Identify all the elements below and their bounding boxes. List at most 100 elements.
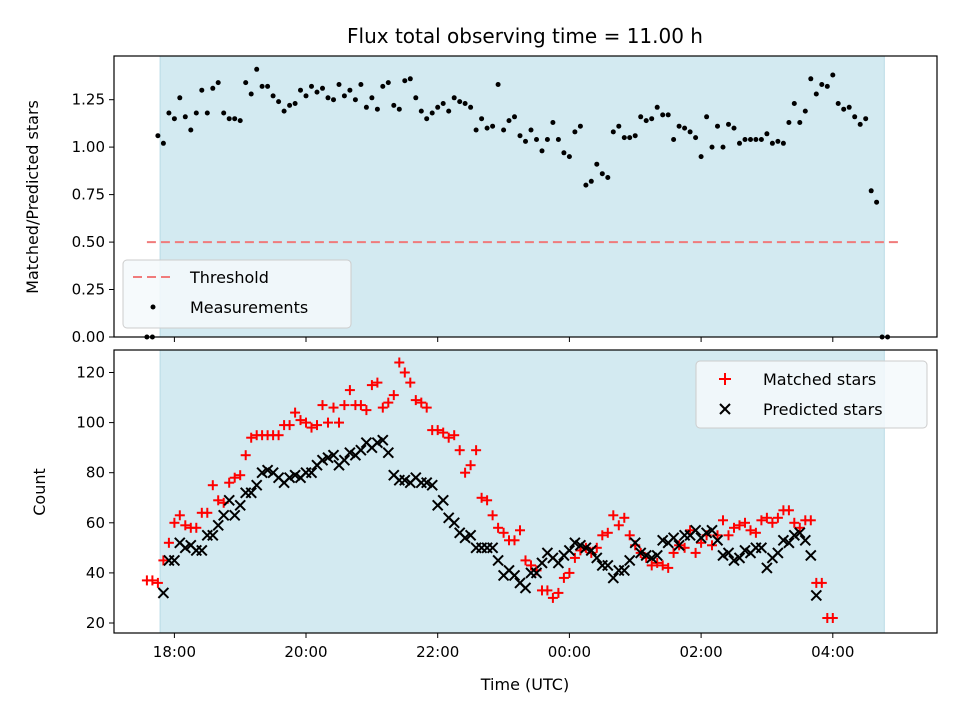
- matched-star-point: [805, 515, 816, 526]
- measurement-point: [270, 93, 276, 99]
- matched-star-point: [482, 495, 493, 506]
- matched-star-point: [696, 537, 707, 548]
- measurement-point: [188, 127, 194, 133]
- measurement-point: [638, 114, 644, 120]
- measurement-point: [495, 82, 501, 87]
- predicted-star-point: [234, 499, 246, 512]
- measurement-point: [720, 144, 726, 150]
- predicted-star-point: [157, 587, 170, 599]
- matched-star-point: [377, 402, 388, 413]
- matched-star-point: [652, 557, 663, 568]
- measurement-point: [523, 138, 528, 144]
- matched-star-point: [558, 572, 569, 583]
- matched-star-point: [619, 512, 630, 523]
- measurement-point: [687, 129, 693, 135]
- matched-star-point: [547, 592, 558, 603]
- measurement-point: [550, 120, 556, 125]
- top-legend-box: [122, 259, 352, 329]
- chart-title: Flux total observing time = 11.00 h: [347, 24, 703, 48]
- measurement-point: [440, 101, 446, 106]
- predicted-star-point: [217, 509, 230, 522]
- predicted-star-point: [629, 537, 641, 549]
- measurement-point: [726, 121, 731, 127]
- measurement-point: [512, 114, 517, 120]
- measurement-point: [331, 97, 336, 103]
- matched-star-point: [361, 405, 372, 416]
- measurement-point: [808, 76, 814, 82]
- matched-star-point: [306, 422, 317, 433]
- measurement-point: [413, 95, 419, 101]
- predicted-star-point: [673, 539, 685, 552]
- bottom-points: [141, 357, 838, 623]
- matched-star-point: [767, 517, 778, 528]
- predicted-star-point: [607, 572, 620, 584]
- predicted-star-point: [810, 589, 823, 602]
- measurement-point: [298, 87, 303, 93]
- matched-star-point: [723, 530, 734, 541]
- top-y-axis-label: Matched/Predicted stars: [23, 100, 42, 294]
- matched-star-point: [394, 357, 405, 368]
- predicted-star-point: [464, 529, 477, 542]
- predicted-star-point: [492, 554, 504, 567]
- matched-star-point: [213, 495, 224, 506]
- measurement-point: [320, 85, 325, 91]
- measurement-point: [396, 106, 402, 112]
- y-tick-label: 60: [86, 514, 105, 532]
- measurement-point: [391, 102, 397, 108]
- matched-star-point: [745, 525, 756, 536]
- measurement-point: [775, 138, 781, 144]
- measurement-point: [797, 120, 803, 125]
- matched-star-point: [202, 507, 213, 518]
- predicted-star-point: [426, 479, 438, 491]
- measurement-point: [616, 123, 622, 129]
- measurement-point: [429, 110, 435, 116]
- top-x-ticks: [173, 337, 834, 342]
- matched-star-point: [301, 417, 311, 428]
- matched-star-point: [487, 510, 498, 521]
- matched-star-point: [438, 427, 449, 438]
- measurement-point: [534, 137, 539, 142]
- matched-star-point: [174, 510, 185, 521]
- measurement-point: [857, 121, 863, 127]
- measurement-point: [605, 175, 611, 180]
- measurement-point: [665, 112, 671, 118]
- x-tick-label: 22:00: [416, 643, 459, 661]
- measurement-point: [868, 188, 874, 194]
- measurement-point: [490, 123, 496, 129]
- matched-star-point: [229, 472, 240, 483]
- predicted-star-point: [382, 446, 395, 459]
- measurement-point: [259, 83, 265, 89]
- measurement-point: [363, 104, 369, 110]
- predicted-star-point: [530, 567, 543, 579]
- measurement-point: [407, 76, 413, 82]
- matched-star-point: [783, 505, 794, 516]
- matched-star-point: [827, 613, 838, 623]
- x-axis-label: Time (UTC): [480, 675, 569, 694]
- legend-measurements-swatch: [150, 304, 156, 310]
- measurement-point: [243, 80, 249, 86]
- predicted-star-point: [783, 537, 795, 549]
- y-tick-label: 0.00: [72, 328, 105, 346]
- predicted-star-point: [805, 549, 817, 562]
- measurement-point: [199, 87, 205, 93]
- measurement-point: [325, 95, 331, 101]
- matched-star-point: [761, 512, 772, 523]
- measurement-point: [715, 123, 720, 129]
- matched-star-point: [553, 587, 564, 598]
- measurement-point: [155, 133, 161, 139]
- matched-star-point: [729, 522, 739, 533]
- measurement-point: [177, 95, 183, 101]
- matched-star-point: [564, 567, 575, 578]
- measurement-point: [369, 95, 375, 101]
- measurement-point: [232, 116, 238, 122]
- measurement-point: [577, 123, 583, 129]
- matched-star-point: [191, 522, 202, 533]
- matched-star-point: [707, 540, 717, 551]
- matched-star-point: [158, 555, 169, 566]
- measurement-point: [813, 91, 819, 97]
- predicted-star-point: [327, 449, 340, 461]
- matched-star-point: [207, 480, 218, 491]
- measurement-point: [566, 154, 572, 160]
- measurement-point: [457, 99, 463, 105]
- matched-star-point: [246, 432, 257, 443]
